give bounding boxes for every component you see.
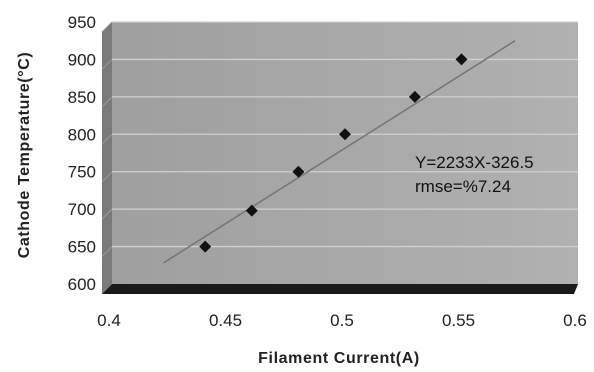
y-tick-label: 700	[68, 200, 96, 219]
data-point	[408, 90, 421, 103]
x-tick-labels: 0.4 0.45 0.5 0.55 0.6	[97, 311, 587, 330]
x-tick-label: 0.55	[442, 311, 475, 330]
plot-floor	[102, 284, 578, 294]
x-axis-title: Filament Current(A)	[258, 350, 420, 367]
data-point	[245, 204, 258, 217]
data-point	[339, 128, 351, 141]
y-tick-label: 800	[68, 125, 96, 144]
side-gridline	[101, 59, 113, 70]
side-gridline	[101, 96, 113, 108]
data-points	[199, 53, 468, 253]
y-tick-label: 850	[68, 88, 96, 107]
y-tick-labels: 600 650 700 750 800 850 900 950	[68, 13, 96, 294]
y-tick-label: 900	[68, 50, 96, 69]
x-tick-label: 0.45	[209, 311, 242, 330]
equation-annotation: Y=2233X-326.5	[415, 153, 534, 172]
plot-area	[112, 22, 578, 284]
y-tick-label: 600	[68, 275, 96, 294]
x-tick-label: 0.5	[330, 311, 354, 330]
x-tick-label: 0.4	[97, 311, 121, 330]
y-tick-label: 950	[68, 13, 96, 32]
y-axis-title: Cathode Temperature(°C)	[16, 52, 33, 259]
side-gridline	[101, 208, 113, 220]
rmse-annotation: rmse=%7.24	[415, 177, 511, 196]
plot-side-wall	[102, 22, 112, 294]
data-point	[292, 165, 305, 178]
x-tick-label: 0.6	[563, 311, 587, 330]
side-gridline	[101, 133, 113, 145]
data-point	[199, 240, 212, 253]
data-point	[455, 53, 468, 66]
y-tick-label: 650	[68, 238, 96, 257]
side-gridline	[101, 21, 113, 33]
y-tick-label: 750	[68, 163, 96, 182]
side-gridline	[101, 246, 113, 257]
side-gridline	[101, 171, 113, 183]
trendline	[162, 40, 516, 264]
